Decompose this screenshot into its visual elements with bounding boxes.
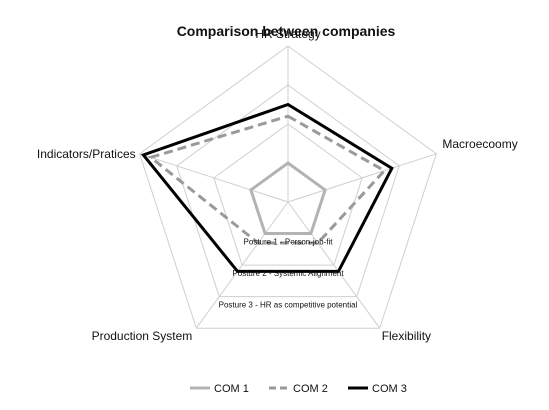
ring-label-3: Posture 3 - HR as competitive potential [219,301,358,310]
radar-grid [139,45,437,329]
axis-label: Indicators/Pratices [37,147,136,161]
ring-label-1: Posture 1 - Person-job-fit [244,238,334,247]
grid-spoke [287,153,437,203]
axis-label: Production System [92,329,193,343]
legend: COM 1 COM 2 COM 3 [190,383,407,395]
series-com-2 [147,114,387,245]
grid-ring-4 [139,45,437,329]
grid-spoke [195,201,289,329]
series-com-1 [249,161,327,236]
grid-spoke [287,201,381,329]
label-layer: HR Strategy Macroecoomy Flexibility Product… [37,27,518,343]
grid-ring-3 [176,84,400,298]
series-layer [140,102,394,273]
axis-label: Flexibility [382,329,431,343]
legend-label: COM 3 [372,383,407,395]
axis-label: Macroecoomy [442,137,517,151]
ring-label-2: Posture 2 - Systemic Alignment [232,269,344,278]
axis-label: HR Strategy [255,27,320,41]
grid-spoke [139,153,289,203]
grid-ring-2 [213,123,363,266]
legend-label: COM 2 [293,383,328,395]
legend-label: COM 1 [214,383,249,395]
chart-title: Comparison between companies [177,23,396,39]
series-com-3 [140,102,394,273]
